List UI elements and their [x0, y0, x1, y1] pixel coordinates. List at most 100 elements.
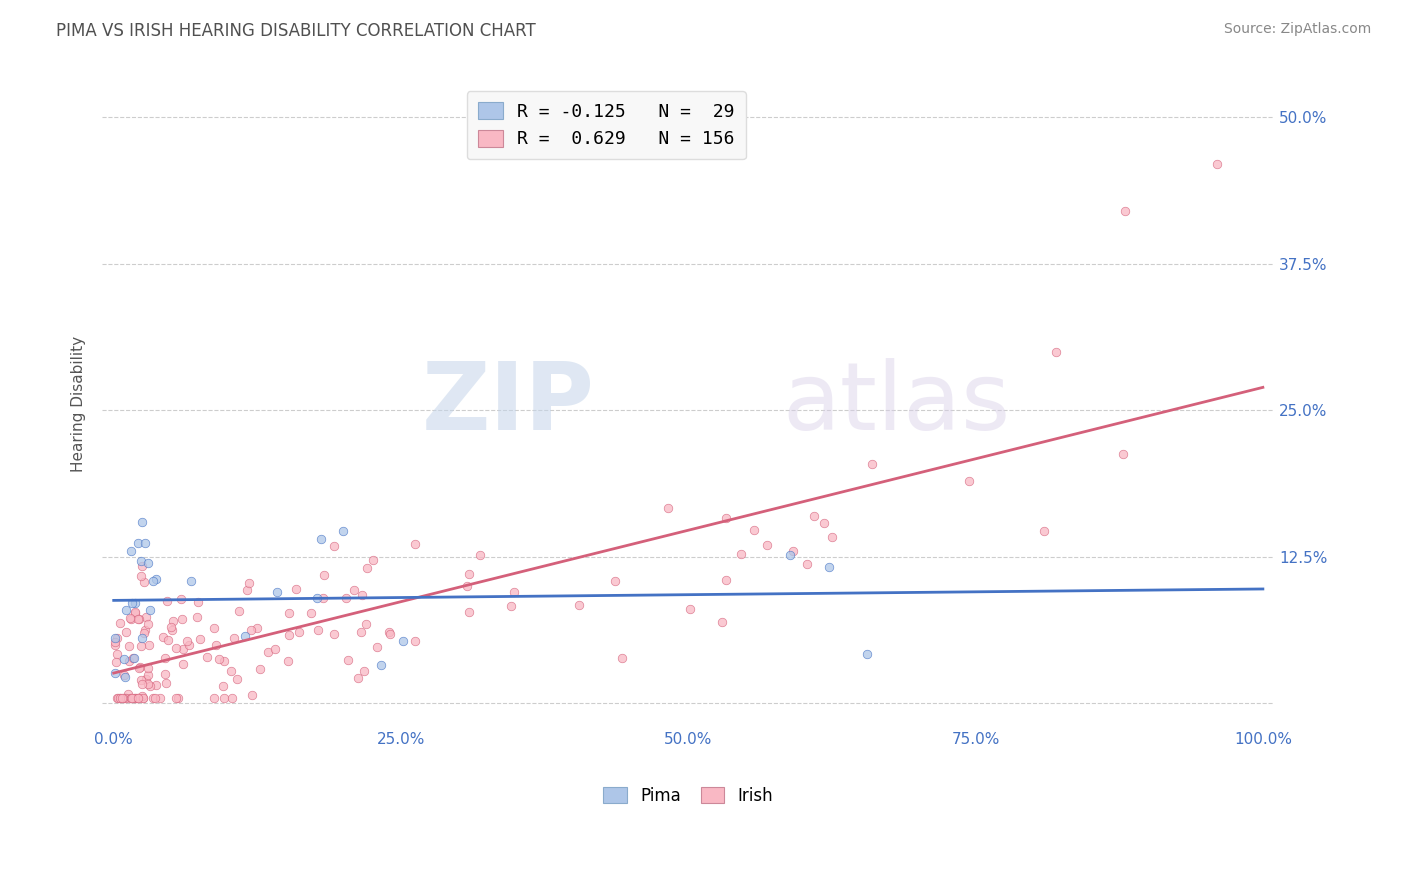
Point: [132, 690, 155, 705]
Point: [195, 650, 218, 665]
Point: [370, 657, 392, 672]
Point: [503, 584, 526, 599]
Point: [278, 628, 301, 642]
Point: [285, 582, 308, 596]
Point: [1114, 203, 1136, 218]
Point: [219, 665, 242, 679]
Point: [714, 573, 737, 587]
Point: [314, 567, 336, 582]
Point: [172, 612, 194, 626]
Point: [225, 672, 247, 686]
Point: [127, 690, 149, 705]
Point: [165, 640, 187, 655]
Point: [187, 595, 209, 609]
Point: [404, 633, 426, 648]
Point: [256, 645, 278, 659]
Point: [155, 666, 177, 681]
Point: [136, 677, 159, 691]
Point: [366, 640, 388, 654]
Point: [1033, 524, 1056, 539]
Point: [354, 617, 377, 632]
Point: [568, 598, 591, 612]
Point: [378, 624, 401, 639]
Point: [821, 530, 844, 544]
Point: [131, 569, 153, 583]
Point: [131, 639, 153, 653]
Point: [125, 690, 148, 705]
Point: [307, 623, 329, 637]
Point: [350, 588, 373, 602]
Point: [134, 623, 156, 637]
Point: [818, 560, 841, 574]
Point: [657, 500, 679, 515]
Point: [221, 690, 243, 705]
Point: [299, 607, 322, 621]
Text: Source: ZipAtlas.com: Source: ZipAtlas.com: [1223, 22, 1371, 37]
Point: [111, 690, 134, 705]
Point: [336, 653, 359, 667]
Point: [105, 655, 128, 669]
Point: [122, 690, 145, 705]
Point: [136, 661, 159, 675]
Point: [166, 690, 188, 705]
Point: [228, 604, 250, 618]
Point: [136, 668, 159, 682]
Point: [115, 624, 138, 639]
Point: [105, 690, 128, 705]
Y-axis label: Hearing Disability: Hearing Disability: [72, 336, 86, 473]
Point: [120, 610, 142, 624]
Point: [105, 631, 128, 645]
Point: [112, 668, 135, 682]
Point: [145, 678, 167, 692]
Point: [212, 654, 235, 668]
Point: [120, 612, 142, 626]
Point: [129, 673, 152, 687]
Legend: Pima, Irish: Pima, Irish: [596, 780, 780, 812]
Point: [143, 690, 166, 705]
Point: [120, 544, 142, 558]
Point: [309, 532, 332, 546]
Point: [138, 638, 160, 652]
Point: [212, 690, 235, 705]
Point: [153, 651, 176, 665]
Point: [105, 647, 128, 661]
Point: [120, 690, 142, 705]
Point: [190, 632, 212, 647]
Point: [278, 606, 301, 620]
Point: [111, 690, 134, 705]
Point: [127, 611, 149, 625]
Point: [323, 539, 346, 553]
Point: [305, 591, 328, 605]
Point: [107, 690, 129, 705]
Point: [796, 558, 818, 572]
Point: [236, 583, 259, 598]
Point: [287, 625, 309, 640]
Point: [238, 576, 260, 591]
Point: [343, 583, 366, 598]
Point: [120, 690, 142, 705]
Point: [742, 523, 765, 537]
Point: [159, 619, 181, 633]
Point: [177, 638, 200, 652]
Point: [239, 623, 262, 637]
Point: [114, 602, 136, 616]
Point: [803, 509, 825, 524]
Point: [134, 625, 156, 640]
Point: [110, 615, 132, 630]
Point: [142, 690, 165, 705]
Point: [855, 647, 877, 661]
Point: [353, 664, 375, 678]
Point: [782, 544, 804, 558]
Point: [152, 630, 174, 644]
Point: [160, 623, 183, 637]
Point: [131, 677, 153, 691]
Point: [136, 616, 159, 631]
Point: [246, 621, 269, 635]
Point: [165, 690, 187, 705]
Point: [813, 516, 835, 531]
Point: [128, 612, 150, 626]
Point: [202, 621, 225, 635]
Point: [323, 627, 346, 641]
Point: [860, 457, 883, 471]
Point: [266, 585, 288, 599]
